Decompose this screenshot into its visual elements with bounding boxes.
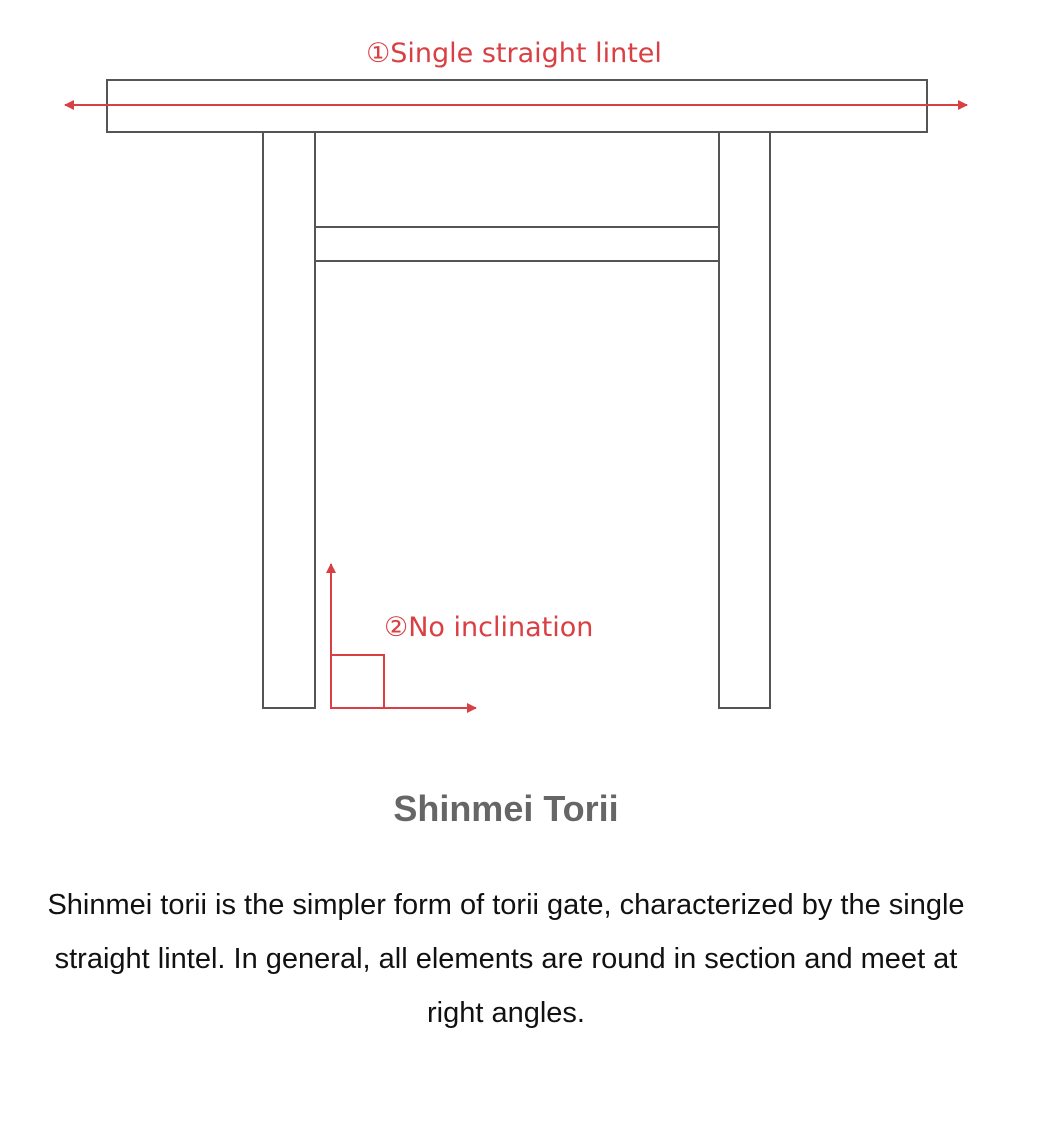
torii-diagram: ①Single straight lintel ②No inclination xyxy=(64,38,968,713)
inclination-label: ②No inclination xyxy=(384,612,593,643)
right-angle-square xyxy=(330,654,385,709)
right-pillar xyxy=(718,131,771,709)
diagram-title: Shinmei Torii xyxy=(393,788,619,829)
lintel-label: ①Single straight lintel xyxy=(366,38,662,69)
diagram-description: Shinmei torii is the simpler form of tor… xyxy=(47,889,965,1029)
left-pillar xyxy=(262,131,316,709)
